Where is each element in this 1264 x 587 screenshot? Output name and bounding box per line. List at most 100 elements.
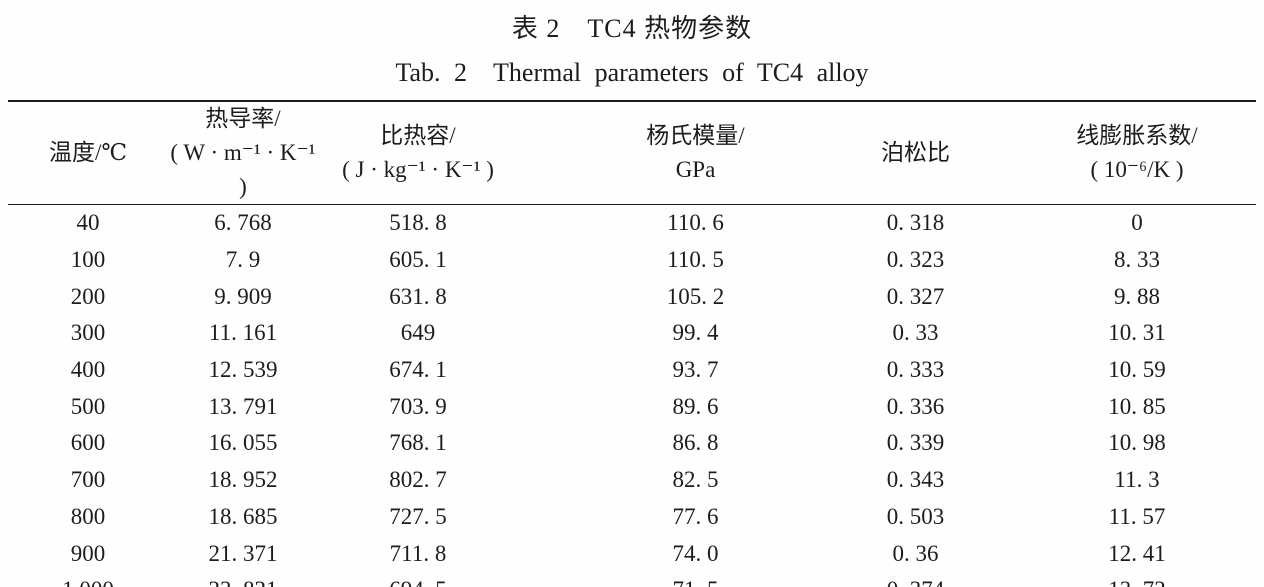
cell-thermal-conductivity: 23. 821 <box>168 572 318 587</box>
cell-youngs-modulus: 110. 6 <box>667 210 724 236</box>
cell-specific-heat: 727. 5 <box>389 503 447 529</box>
column-header-linear-expansion: 线膨胀系数/ ( 10⁻⁶/K ) <box>1018 101 1256 205</box>
cell-poisson-ratio: 0. 36 <box>892 540 939 566</box>
cell-thermal-conductivity: 7. 9 <box>225 247 261 273</box>
cell-poisson-ratio: 0. 333 <box>886 357 945 383</box>
cell-temperature: 500 <box>70 393 106 419</box>
cell-thermal-conductivity: 13. 791 <box>208 393 278 419</box>
table-row: 100 7. 9 605. 1 110. 5 0. 323 8. 33 <box>8 242 1256 279</box>
cell-linear-expansion: 11. 57 <box>1108 503 1166 529</box>
cell-temperature: 100 <box>70 247 106 273</box>
table-row: 900 21. 371 711. 8 74. 0 0. 36 12. 41 <box>8 535 1256 572</box>
header-unit: ( W · m⁻¹ · K⁻¹ ) <box>170 140 316 199</box>
cell-thermal-conductivity: 21. 371 <box>208 540 278 566</box>
cell-thermal-conductivity: 18. 952 <box>208 467 278 493</box>
cell-youngs-modulus: 99. 4 <box>672 320 719 346</box>
cell-thermal-conductivity: 9. 909 <box>214 283 272 309</box>
thermal-parameters-table: 温度/℃ 热导率/ ( W · m⁻¹ · K⁻¹ ) 比热容/ ( J · k… <box>8 100 1256 587</box>
cell-temperature: 200 <box>70 283 106 309</box>
header-unit: GPa <box>675 157 716 182</box>
table-row: 40 6. 768 518. 8 110. 6 0. 318 0 <box>8 205 1256 242</box>
cell-specific-heat: 674. 1 <box>389 357 447 383</box>
table-row: 700 18. 952 802. 7 82. 5 0. 343 11. 3 <box>8 462 1256 499</box>
cell-poisson-ratio: 0. 503 <box>886 503 945 529</box>
cell-specific-heat: 649 <box>400 320 436 346</box>
header-label: 温度/℃ <box>48 140 128 165</box>
cell-temperature: 900 <box>70 540 106 566</box>
header-label: 泊松比 <box>881 140 950 165</box>
cell-linear-expansion: 10. 98 <box>1108 430 1166 456</box>
cell-temperature: 40 <box>76 210 100 236</box>
cell-poisson-ratio: 0. 343 <box>886 467 945 493</box>
column-header-youngs-modulus: 杨氏模量/ GPa <box>518 101 813 205</box>
cell-linear-expansion: 10. 31 <box>1108 320 1166 346</box>
cell-youngs-modulus: 89. 6 <box>672 393 719 419</box>
cell-specific-heat: 802. 7 <box>389 467 447 493</box>
cell-specific-heat: 605. 1 <box>389 247 447 273</box>
cell-poisson-ratio: 0. 327 <box>886 283 945 309</box>
table-row: 400 12. 539 674. 1 93. 7 0. 333 10. 59 <box>8 352 1256 389</box>
cell-linear-expansion: 11. 3 <box>1114 467 1160 493</box>
header-unit: ( J · kg⁻¹ · K⁻¹ ) <box>342 157 494 182</box>
cell-thermal-conductivity: 11. 161 <box>208 320 278 346</box>
header-row: 温度/℃ 热导率/ ( W · m⁻¹ · K⁻¹ ) 比热容/ ( J · k… <box>8 101 1256 205</box>
cell-linear-expansion: 9. 88 <box>1114 283 1160 309</box>
cell-temperature: 1 000 <box>8 572 168 587</box>
table-header: 温度/℃ 热导率/ ( W · m⁻¹ · K⁻¹ ) 比热容/ ( J · k… <box>8 101 1256 205</box>
cell-poisson-ratio: 0. 374 <box>813 572 1018 587</box>
table-title-zh: 表 2 TC4 热物参数 <box>511 14 753 43</box>
cell-temperature: 700 <box>70 467 106 493</box>
cell-temperature: 400 <box>70 357 106 383</box>
table-row: 500 13. 791 703. 9 89. 6 0. 336 10. 85 <box>8 388 1256 425</box>
cell-youngs-modulus: 71. 5 <box>518 572 813 587</box>
cell-temperature: 300 <box>70 320 106 346</box>
cell-specific-heat: 694. 5 <box>318 572 518 587</box>
cell-temperature: 600 <box>70 430 106 456</box>
cell-specific-heat: 703. 9 <box>389 393 447 419</box>
column-header-temperature: 温度/℃ <box>8 101 168 205</box>
cell-linear-expansion: 10. 59 <box>1108 357 1166 383</box>
cell-youngs-modulus: 74. 0 <box>672 540 719 566</box>
header-unit: ( 10⁻⁶/K ) <box>1090 157 1184 182</box>
cell-poisson-ratio: 0. 323 <box>886 247 945 273</box>
column-header-thermal-conductivity: 热导率/ ( W · m⁻¹ · K⁻¹ ) <box>168 101 318 205</box>
cell-thermal-conductivity: 6. 768 <box>214 210 272 236</box>
cell-linear-expansion: 0 <box>1131 210 1143 236</box>
table-row: 800 18. 685 727. 5 77. 6 0. 503 11. 57 <box>8 499 1256 536</box>
cell-poisson-ratio: 0. 318 <box>886 210 945 236</box>
cell-specific-heat: 518. 8 <box>389 210 447 236</box>
cell-thermal-conductivity: 18. 685 <box>208 503 278 529</box>
table-row: 600 16. 055 768. 1 86. 8 0. 339 10. 98 <box>8 425 1256 462</box>
header-label: 比热容/ <box>380 123 456 148</box>
column-header-specific-heat: 比热容/ ( J · kg⁻¹ · K⁻¹ ) <box>318 101 518 205</box>
cell-youngs-modulus: 82. 5 <box>672 467 719 493</box>
table-row: 1 000 23. 821 694. 5 71. 5 0. 374 13. 72 <box>8 572 1256 587</box>
table-row: 200 9. 909 631. 8 105. 2 0. 327 9. 88 <box>8 278 1256 315</box>
header-label: 热导率/ <box>205 106 281 131</box>
cell-linear-expansion: 13. 72 <box>1018 572 1256 587</box>
table-title-en: Tab. 2 Thermal parameters of TC4 alloy <box>395 58 869 87</box>
cell-linear-expansion: 10. 85 <box>1108 393 1166 419</box>
cell-linear-expansion: 12. 41 <box>1108 540 1166 566</box>
cell-poisson-ratio: 0. 33 <box>892 320 939 346</box>
cell-youngs-modulus: 77. 6 <box>672 503 719 529</box>
cell-youngs-modulus: 93. 7 <box>672 357 719 383</box>
cell-youngs-modulus: 105. 2 <box>666 283 725 309</box>
cell-youngs-modulus: 86. 8 <box>672 430 719 456</box>
column-header-poisson-ratio: 泊松比 <box>813 101 1018 205</box>
cell-specific-heat: 711. 8 <box>389 540 447 566</box>
cell-thermal-conductivity: 12. 539 <box>208 357 278 383</box>
cell-youngs-modulus: 110. 5 <box>667 247 724 273</box>
cell-poisson-ratio: 0. 336 <box>886 393 945 419</box>
cell-linear-expansion: 8. 33 <box>1114 247 1160 273</box>
cell-specific-heat: 768. 1 <box>389 430 447 456</box>
header-label: 线膨胀系数/ <box>1076 123 1198 148</box>
cell-temperature: 800 <box>70 503 106 529</box>
table-row: 300 11. 161 649 99. 4 0. 33 10. 31 <box>8 315 1256 352</box>
cell-poisson-ratio: 0. 339 <box>886 430 945 456</box>
table-body: 40 6. 768 518. 8 110. 6 0. 318 0 100 7. … <box>8 205 1256 587</box>
header-label: 杨氏模量/ <box>646 123 745 148</box>
cell-thermal-conductivity: 16. 055 <box>208 430 278 456</box>
cell-specific-heat: 631. 8 <box>389 283 447 309</box>
